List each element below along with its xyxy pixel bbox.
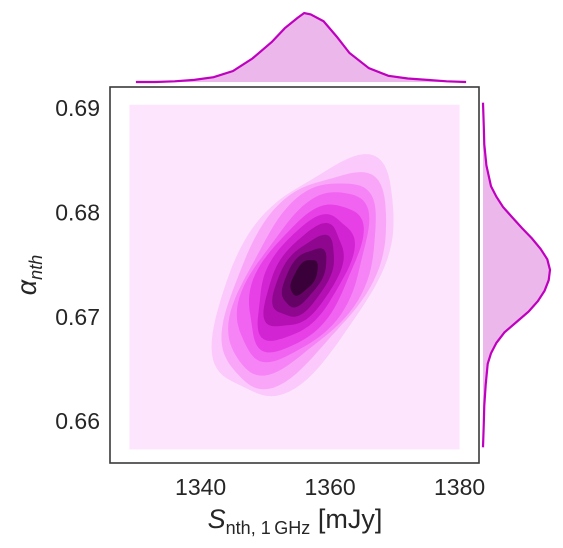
x-axis-label-main: S [208, 504, 226, 534]
marginal-y-density-line [481, 102, 552, 448]
marginal-x-density-line [135, 11, 467, 84]
x-tick-label: 1340 [175, 474, 226, 500]
y-axis-label-subscript: nth [26, 255, 46, 280]
contour-level [290, 260, 318, 296]
x-tick-labels: 1340 1360 1380 [175, 474, 485, 500]
y-axis-label-main: α [12, 278, 42, 295]
marginal-x-plot [135, 11, 467, 84]
y-axis: 0.66 0.67 0.68 0.69 αnth [12, 95, 100, 434]
x-axis-label-unit: [mJy] [318, 504, 383, 534]
y-tick-labels: 0.66 0.67 0.68 0.69 [55, 95, 100, 434]
x-axis: 1340 1360 1380 Snth, 1 GHz [mJy] [175, 474, 485, 538]
y-axis-label: αnth [12, 255, 46, 295]
y-tick-label: 0.68 [55, 199, 100, 225]
x-tick-label: 1380 [434, 474, 485, 500]
kde-contours [211, 154, 394, 397]
x-tick-label: 1360 [305, 474, 356, 500]
marginal-y-density-fill [483, 102, 550, 448]
marginal-y-plot [481, 102, 552, 448]
joint-plot-area [109, 86, 480, 464]
y-tick-label: 0.66 [55, 408, 100, 434]
x-axis-label-subscript: nth, 1 GHz [226, 518, 311, 538]
marginal-x-density-fill [135, 13, 467, 82]
y-tick-label: 0.69 [55, 95, 100, 121]
y-tick-label: 0.67 [55, 304, 100, 330]
x-axis-label: Snth, 1 GHz [mJy] [208, 504, 383, 538]
